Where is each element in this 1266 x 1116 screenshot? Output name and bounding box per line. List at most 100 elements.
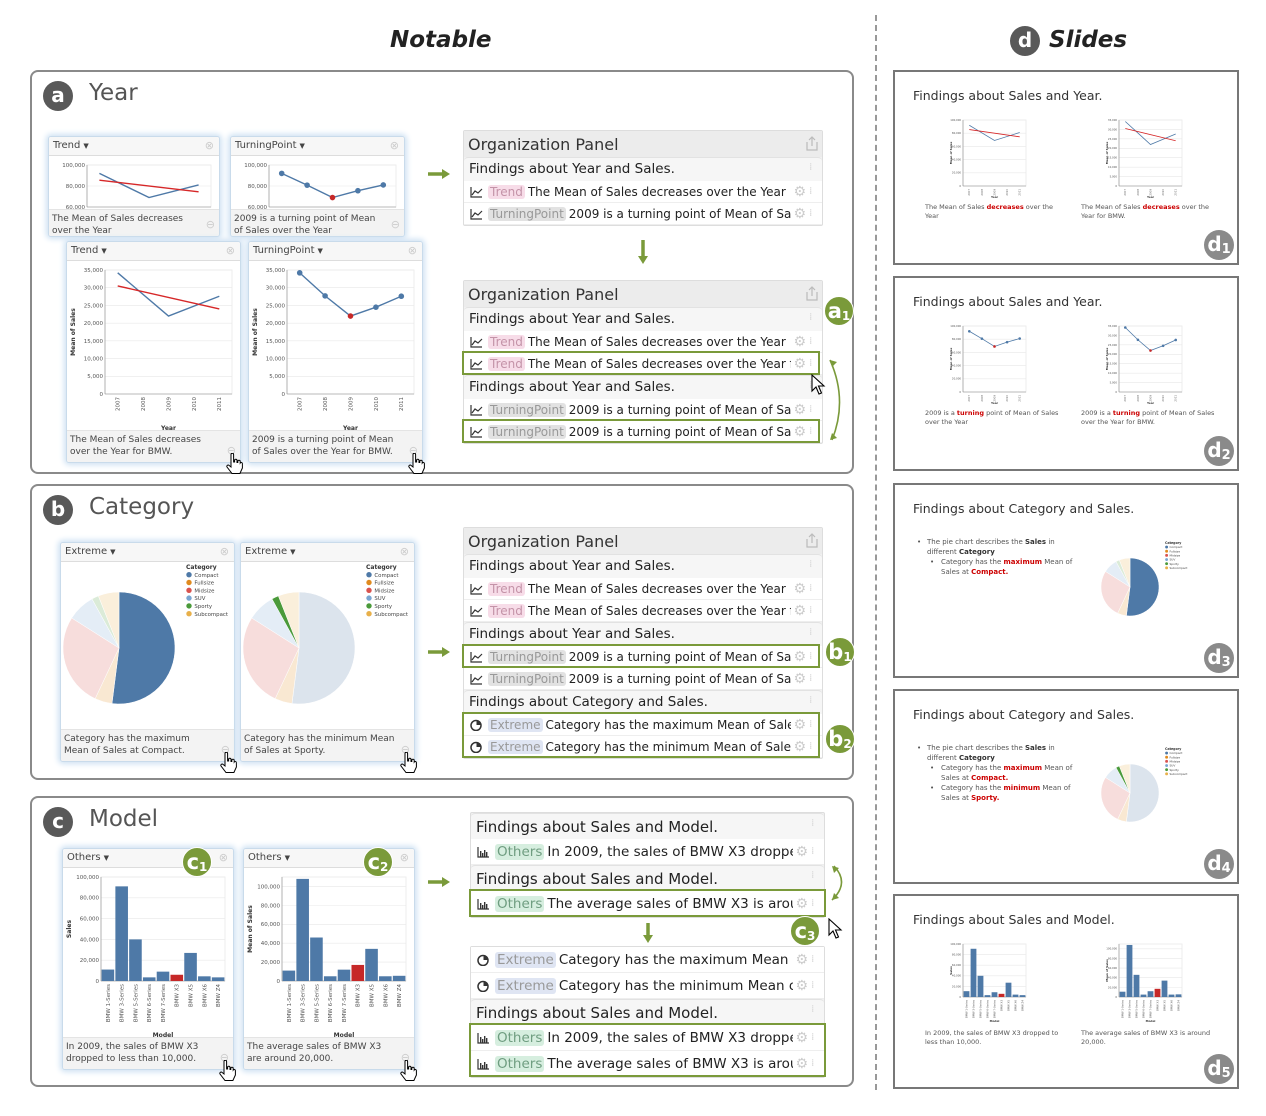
drag-handle-icon[interactable]: ⁞⁞ — [809, 673, 812, 684]
dropdown-caret-icon[interactable]: ▼ — [317, 247, 323, 255]
drag-handle-icon[interactable]: ⁞⁞ — [809, 695, 812, 706]
group-title[interactable]: Findings about Sales and Model. — [476, 818, 719, 836]
insight-type-dropdown[interactable]: Extreme — [65, 546, 108, 557]
group-header[interactable]: Findings about Year and Sales. ⁞⁞ — [464, 157, 822, 181]
finding-text[interactable]: The average sales of BMW X3 is around 20… — [547, 1055, 793, 1072]
dropdown-caret-icon[interactable]: ▼ — [284, 854, 290, 862]
dropdown-caret-icon[interactable]: ▼ — [110, 548, 116, 556]
settings-gear-icon[interactable]: ⚙ — [793, 401, 806, 418]
finding-row[interactable]: Trend The Mean of Sales decreases over th… — [464, 331, 822, 353]
insight-card[interactable]: Trend ▼ ⊗ 60,000 80,000 100,000 The Mean of Sa… — [48, 136, 220, 237]
finding-text[interactable]: Category has the minimum Mean of Sales a… — [558, 977, 794, 994]
dropdown-caret-icon[interactable]: ▼ — [103, 854, 109, 862]
drag-handle-icon[interactable]: ⁞⁞ — [811, 1032, 814, 1043]
drag-handle-icon[interactable]: ⁞⁞ — [809, 162, 812, 173]
group-header[interactable]: Findings about Sales and Model. ⁞⁞ — [471, 813, 824, 839]
drag-handle-icon[interactable]: ⁞⁞ — [811, 898, 814, 909]
close-icon[interactable]: ⊗ — [219, 545, 229, 558]
group-header[interactable]: Findings about Year and Sales. ⁞⁞ — [464, 554, 822, 578]
card-caption[interactable]: In 2009, the sales of BMW X3 dropped to … — [63, 1037, 233, 1069]
finding-text[interactable]: 2009 is a turning point of Mean of Sales… — [568, 671, 792, 686]
drag-handle-icon[interactable]: ⁞⁞ — [809, 583, 812, 594]
insight-card[interactable]: TurningPoint ▼ ⊗ 60,000 80,000 100,000 2009 is… — [230, 136, 405, 237]
finding-text[interactable]: The Mean of Sales decreases over the Yea… — [527, 356, 792, 371]
card-caption[interactable]: 2009 is a turning point of Mean of Sales… — [231, 209, 404, 236]
insight-card[interactable]: Others ▼ ⊗ 0 20,000 40,000 60,000 80,000 100,000… — [62, 848, 234, 1070]
caption-text[interactable]: 2009 is a turning point of Mean of Sales… — [252, 435, 394, 457]
finding-text[interactable]: The Mean of Sales decreases over the Yea… — [527, 581, 786, 596]
drag-handle-icon[interactable]: ⁞⁞ — [811, 980, 814, 991]
close-icon[interactable]: ⊗ — [399, 851, 409, 864]
settings-gear-icon[interactable]: ⚙ — [793, 670, 806, 687]
insight-card[interactable]: TurningPoint ▼ ⊗ 0 5,000 10,000 15,000 20,000 25… — [248, 241, 423, 463]
drag-handle-icon[interactable]: ⁞⁞ — [809, 426, 812, 437]
finding-row[interactable]: TurningPoint 2009 is a turning point of M… — [464, 646, 822, 668]
settings-gear-icon[interactable]: ⚙ — [795, 843, 808, 860]
slide-thumbnail[interactable]: Findings about Sales and Year. 0 20,000 40,… — [893, 70, 1239, 265]
insight-type-dropdown[interactable]: Trend — [53, 140, 81, 151]
drag-handle-icon[interactable]: ⁞⁞ — [809, 380, 812, 391]
group-header[interactable]: Findings about Year and Sales. ⁞⁞ — [464, 622, 822, 646]
finding-row[interactable]: Trend The Mean of Sales decreases over th… — [464, 600, 822, 622]
settings-gear-icon[interactable]: ⚙ — [793, 333, 806, 350]
finding-row[interactable]: Others The average sales of BMW X3 is aro… — [471, 891, 824, 917]
collapse-icon[interactable]: ⊖ — [408, 444, 418, 457]
card-caption[interactable]: Category has the minimum Mean of Sales a… — [241, 729, 414, 761]
group-title[interactable]: Findings about Year and Sales. — [469, 161, 675, 177]
insight-type-dropdown[interactable]: TurningPoint — [253, 245, 315, 256]
finding-text[interactable]: Category has the maximum Mean of Sales a… — [558, 951, 794, 968]
collapse-icon[interactable]: ⊖ — [400, 743, 410, 756]
close-icon[interactable]: ⊗ — [407, 244, 417, 257]
settings-gear-icon[interactable]: ⚙ — [793, 602, 806, 619]
finding-text[interactable]: The average sales of BMW X3 is around 20… — [547, 895, 793, 912]
settings-gear-icon[interactable]: ⚙ — [793, 183, 806, 200]
drag-handle-icon[interactable]: ⁞⁞ — [809, 719, 812, 730]
finding-text[interactable]: The Mean of Sales decreases over the Yea… — [527, 603, 792, 618]
dropdown-caret-icon[interactable]: ▼ — [299, 142, 305, 150]
insight-type-dropdown[interactable]: Others — [67, 852, 101, 863]
drag-handle-icon[interactable]: ⁞⁞ — [809, 627, 812, 638]
group-title[interactable]: Findings about Sales and Model. — [476, 870, 719, 888]
settings-gear-icon[interactable]: ⚙ — [793, 423, 806, 440]
group-title[interactable]: Findings about Year and Sales. — [469, 311, 675, 327]
close-icon[interactable]: ⊗ — [204, 139, 214, 152]
finding-row[interactable]: TurningPoint 2009 is a turning point of M… — [464, 203, 822, 225]
finding-row[interactable]: Trend The Mean of Sales decreases over th… — [464, 578, 822, 600]
insight-card[interactable]: Extreme ▼ ⊗ Category Compact Fullsize Midsize S… — [240, 542, 415, 762]
settings-gear-icon[interactable]: ⚙ — [795, 1055, 808, 1072]
drag-handle-icon[interactable]: ⁞⁞ — [809, 559, 812, 570]
dropdown-caret-icon[interactable]: ▼ — [101, 247, 107, 255]
drag-handle-icon[interactable]: ⁞⁞ — [809, 208, 812, 219]
slide-thumbnail[interactable]: Findings about Sales and Year. 0 20,000 40,… — [893, 276, 1239, 471]
drag-handle-icon[interactable]: ⁞⁞ — [809, 404, 812, 415]
group-title[interactable]: Findings about Year and Sales. — [469, 379, 675, 395]
finding-text[interactable]: Category has the minimum Mean of Sales a… — [545, 739, 792, 754]
finding-text[interactable]: The Mean of Sales decreases over the Yea… — [527, 184, 786, 199]
drag-handle-icon[interactable]: ⁞⁞ — [811, 818, 814, 829]
finding-text[interactable]: The Mean of Sales decreases over the Yea… — [527, 334, 786, 349]
finding-row[interactable]: Trend The Mean of Sales decreases over th… — [464, 181, 822, 203]
caption-text[interactable]: In 2009, the sales of BMW X3 dropped to … — [66, 1042, 199, 1064]
drag-handle-icon[interactable]: ⁞⁞ — [809, 336, 812, 347]
slide-thumbnail[interactable]: Findings about Category and Sales. • The p… — [893, 689, 1239, 884]
finding-row[interactable]: TurningPoint 2009 is a turning point of M… — [464, 399, 822, 421]
group-title[interactable]: Findings about Sales and Model. — [476, 1004, 719, 1022]
insight-type-dropdown[interactable]: Extreme — [245, 546, 288, 557]
group-title[interactable]: Findings about Year and Sales. — [469, 558, 675, 574]
dropdown-caret-icon[interactable]: ▼ — [83, 142, 89, 150]
caption-text[interactable]: The average sales of BMW X3 are around 2… — [247, 1042, 382, 1064]
finding-text[interactable]: In 2009, the sales of BMW X3 dropped to … — [547, 1029, 793, 1046]
drag-handle-icon[interactable]: ⁞⁞ — [809, 186, 812, 197]
slide-thumbnail[interactable]: Findings about Sales and Model. 0 20,000 40… — [893, 894, 1239, 1089]
drag-handle-icon[interactable]: ⁞⁞ — [811, 846, 814, 857]
finding-text[interactable]: 2009 is a turning point of Mean of Sales… — [568, 424, 792, 439]
card-caption[interactable]: The Mean of Sales decreases over the Yea… — [49, 209, 219, 236]
finding-row[interactable]: Others The average sales of BMW X3 is aro… — [471, 1051, 824, 1077]
group-header[interactable]: Findings about Sales and Model. ⁞⁞ — [471, 865, 824, 891]
settings-gear-icon[interactable]: ⚙ — [795, 1029, 808, 1046]
collapse-icon[interactable]: ⊖ — [205, 218, 215, 231]
drag-handle-icon[interactable]: ⁞⁞ — [811, 954, 814, 965]
group-header[interactable]: Findings about Category and Sales. ⁞⁞ — [464, 690, 822, 714]
settings-gear-icon[interactable]: ⚙ — [793, 738, 806, 755]
